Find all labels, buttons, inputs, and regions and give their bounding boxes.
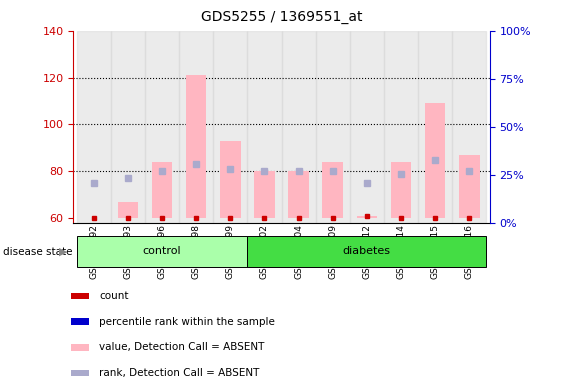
Bar xyxy=(247,31,282,223)
Bar xyxy=(254,171,275,218)
Bar xyxy=(391,162,411,218)
Bar xyxy=(316,31,350,223)
Bar xyxy=(152,162,172,218)
Bar xyxy=(247,236,486,267)
Text: percentile rank within the sample: percentile rank within the sample xyxy=(99,317,275,327)
Text: disease state: disease state xyxy=(3,247,72,257)
Bar xyxy=(111,31,145,223)
Bar xyxy=(220,141,240,218)
Text: value, Detection Call = ABSENT: value, Detection Call = ABSENT xyxy=(99,343,264,353)
FancyBboxPatch shape xyxy=(71,318,89,325)
Bar xyxy=(323,162,343,218)
Text: diabetes: diabetes xyxy=(343,246,391,256)
FancyBboxPatch shape xyxy=(71,293,89,299)
Bar xyxy=(77,236,247,267)
Bar xyxy=(288,171,309,218)
Bar xyxy=(425,103,445,218)
FancyBboxPatch shape xyxy=(71,344,89,351)
Bar xyxy=(384,31,418,223)
Bar xyxy=(459,155,480,218)
Bar xyxy=(350,31,384,223)
Bar xyxy=(118,202,138,218)
Text: count: count xyxy=(99,291,128,301)
Text: rank, Detection Call = ABSENT: rank, Detection Call = ABSENT xyxy=(99,368,260,378)
Bar xyxy=(418,31,452,223)
Bar xyxy=(186,75,207,218)
Bar xyxy=(213,31,247,223)
Bar xyxy=(145,31,179,223)
Bar xyxy=(356,216,377,218)
Bar xyxy=(282,31,316,223)
Text: GDS5255 / 1369551_at: GDS5255 / 1369551_at xyxy=(201,10,362,23)
Text: control: control xyxy=(142,246,181,256)
FancyBboxPatch shape xyxy=(71,370,89,376)
Bar xyxy=(77,31,111,223)
Bar xyxy=(179,31,213,223)
Text: ▶: ▶ xyxy=(59,247,68,257)
Bar xyxy=(452,31,486,223)
